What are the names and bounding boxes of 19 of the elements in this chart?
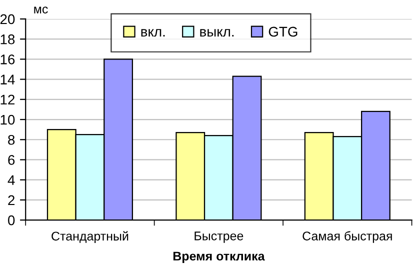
y-tick-label: 14: [0, 74, 15, 84]
y-axis-title: мс: [34, 6, 48, 14]
legend-label: вкл.: [141, 29, 165, 37]
legend-label: GTG: [268, 26, 298, 37]
legend-label: выкл.: [200, 29, 234, 37]
x-axis-title: Время отклика: [173, 252, 265, 264]
y-tick-label: 20: [0, 14, 15, 24]
x-tick-label: Стандартный: [52, 231, 128, 244]
y-tick-label: 10: [0, 114, 15, 125]
y-tick-label: 16: [0, 54, 15, 64]
y-tick-label: 2: [8, 195, 14, 205]
y-tick-label: 12: [0, 94, 14, 104]
y-tick-label: 18: [0, 34, 15, 44]
y-tick-label: 6: [8, 155, 15, 165]
y-tick-label: 4: [8, 175, 15, 185]
y-tick-label: 0: [8, 215, 15, 226]
x-tick-label: Самая быстрая: [302, 231, 392, 243]
y-tick-label: 8: [8, 134, 15, 145]
x-tick-label: Быстрее: [194, 232, 244, 243]
